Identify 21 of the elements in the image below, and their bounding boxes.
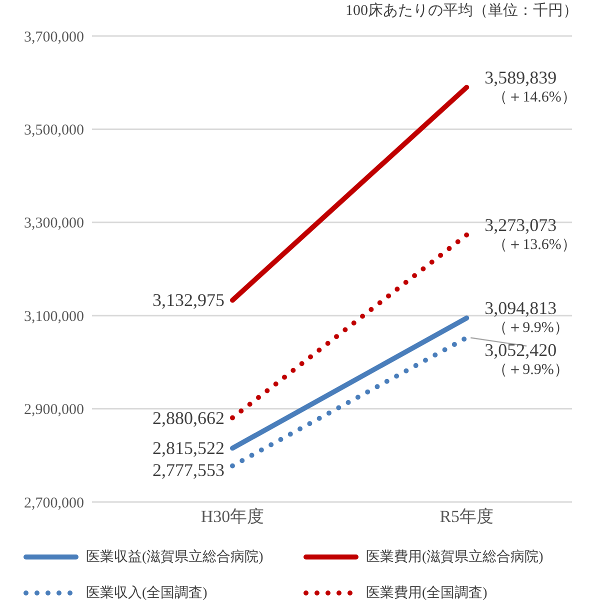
y-tick-label: 3,500,000: [24, 122, 84, 139]
data-label: 2,815,522: [152, 438, 224, 458]
legend-label: 医業費用(全国調査): [366, 584, 488, 602]
chart-title: 100床あたりの平均（単位：千円）: [344, 2, 579, 21]
legend-label: 医業収入(全国調査): [86, 584, 208, 602]
y-tick-label: 3,300,000: [24, 216, 84, 232]
y-tick-label: 2,900,000: [24, 402, 84, 418]
data-label: 3,589,839 （＋14.6%）: [484, 67, 576, 106]
legend-label: 医業費用(滋賀県立総合病院): [366, 548, 544, 566]
data-label: 3,132,975: [152, 290, 224, 310]
data-label: 3,052,420 （＋9.9%）: [484, 340, 569, 378]
data-label: 3,273,073 （＋13.6%）: [484, 214, 576, 253]
legend-label: 医業収益(滋賀県立総合病院): [86, 548, 264, 566]
x-tick-label: H30年度: [200, 507, 264, 526]
data-label: 2,880,662: [152, 408, 224, 428]
y-tick-label: 2,700,000: [24, 495, 84, 512]
x-tick-label: R5年度: [440, 507, 494, 526]
y-tick-label: 3,100,000: [24, 308, 84, 325]
y-tick-label: 3,700,000: [24, 29, 84, 46]
data-label: 2,777,553: [152, 460, 224, 480]
data-label: 3,094,813 （＋9.9%）: [484, 298, 569, 336]
